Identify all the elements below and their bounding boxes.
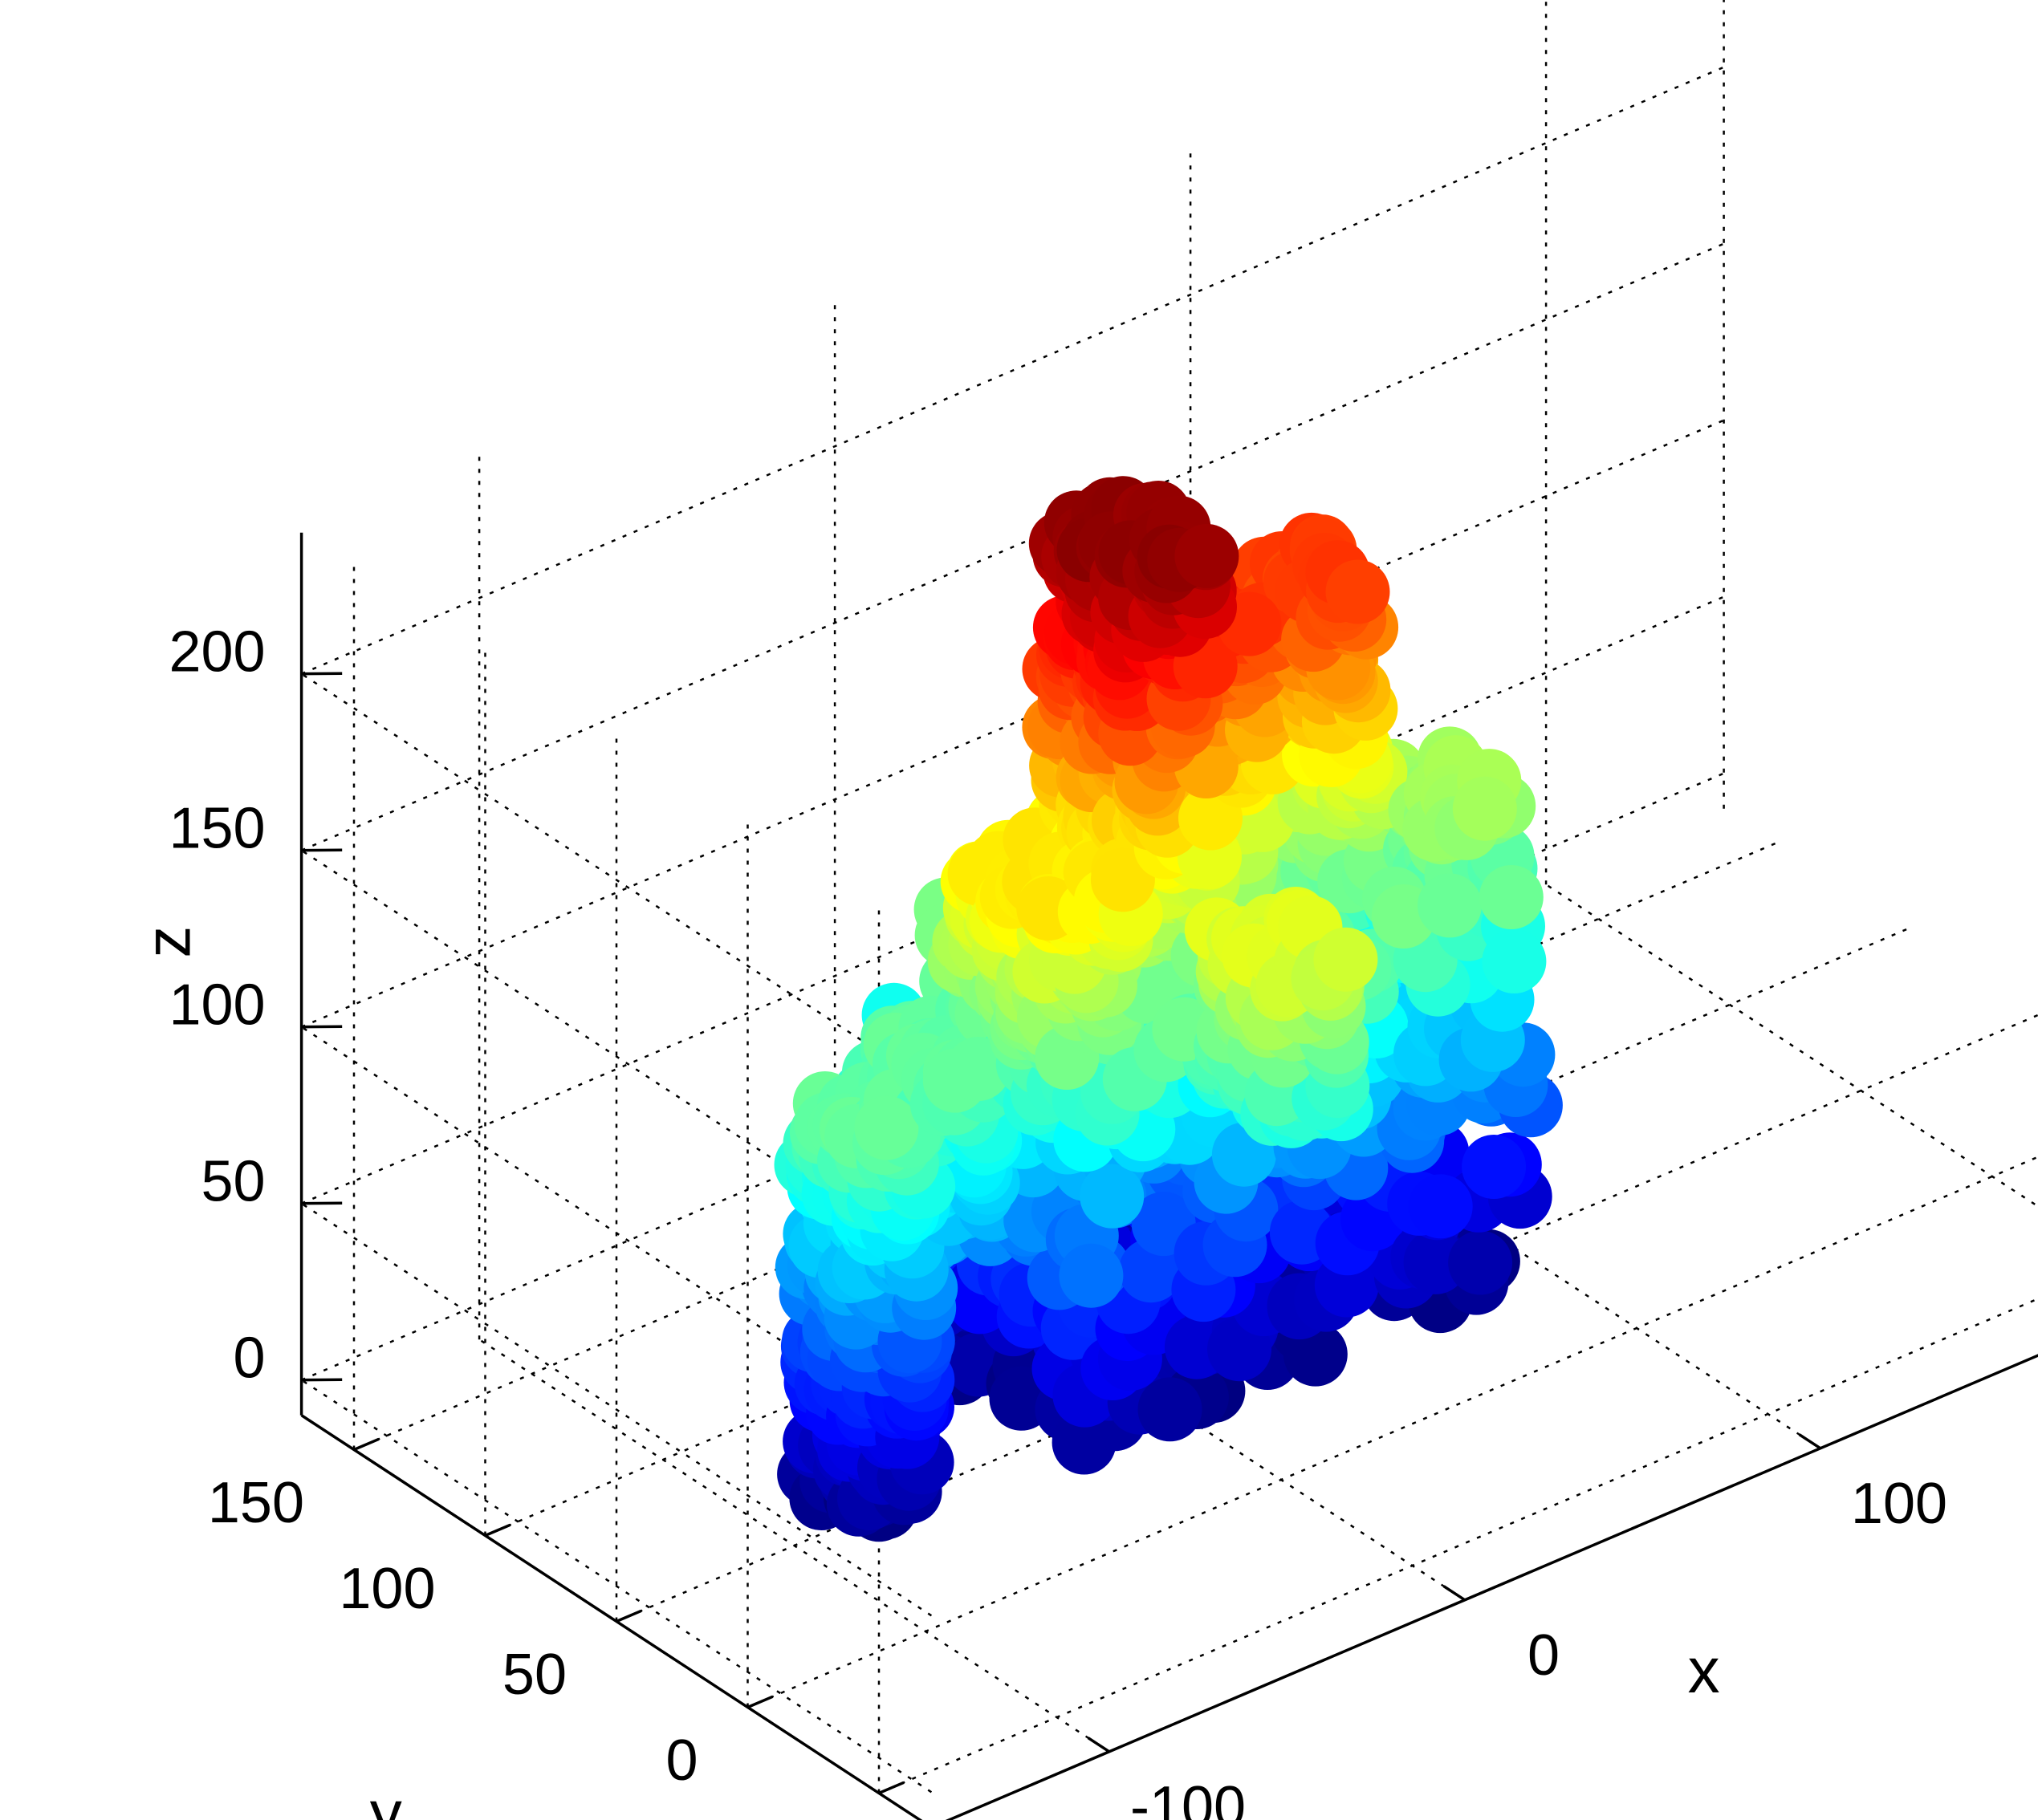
data-point xyxy=(1174,523,1239,588)
grid-line-z-back xyxy=(301,66,1725,675)
z-tick-label: 50 xyxy=(201,1150,266,1214)
data-point xyxy=(1479,865,1544,929)
x-axis-line xyxy=(945,1354,2038,1820)
y-tick-label: 0 xyxy=(665,1729,698,1793)
data-point xyxy=(1313,927,1378,992)
data-point xyxy=(1325,559,1390,624)
grid-line-z-back xyxy=(301,242,1725,851)
x-tick xyxy=(1798,1433,1821,1450)
axes xyxy=(299,532,2038,1820)
z-tick-label: 100 xyxy=(169,973,265,1038)
data-point xyxy=(1080,1164,1145,1229)
grid-line-z-side xyxy=(300,672,933,1087)
data-point xyxy=(1403,1229,1468,1294)
x-tick xyxy=(1442,1585,1466,1602)
data-point xyxy=(1448,1230,1513,1295)
data-point xyxy=(854,1095,919,1160)
grid-line-z-side xyxy=(300,1026,933,1440)
y-tick-label: 150 xyxy=(208,1471,304,1535)
grid-line-y-floor xyxy=(878,1298,2038,1794)
data-point xyxy=(1452,776,1517,841)
z-tick-label: 200 xyxy=(169,620,265,685)
y-tick xyxy=(878,1781,905,1795)
data-points xyxy=(774,476,1563,1542)
grid-line-z-side xyxy=(300,1202,933,1617)
z-axis-label: z xyxy=(132,926,204,958)
x-tick-label: 100 xyxy=(1851,1472,1947,1536)
data-point xyxy=(1482,929,1547,993)
y-tick-label: 100 xyxy=(339,1557,435,1621)
y-tick xyxy=(746,1695,774,1709)
x-tick-label: 0 xyxy=(1527,1623,1560,1688)
grid-line-z-side xyxy=(300,849,933,1264)
x-tick-label: -100 xyxy=(1130,1775,1246,1820)
grid-line-y-floor xyxy=(747,1156,2038,1708)
data-point xyxy=(1059,1243,1124,1308)
y-tick xyxy=(484,1523,511,1538)
z-tick-label: 150 xyxy=(169,797,265,861)
y-tick xyxy=(616,1609,642,1623)
z-tick-label: 0 xyxy=(234,1326,266,1391)
grid-line-x-floor xyxy=(1545,884,2038,1208)
x-tick xyxy=(1087,1737,1110,1753)
data-point xyxy=(1137,1377,1202,1442)
y-axis-label: y xyxy=(370,1777,402,1820)
x-axis-label: x xyxy=(1688,1635,1720,1706)
axis-labels: -1000100200-50050100150050100150200xyz xyxy=(132,620,1947,1820)
y-tick xyxy=(353,1437,380,1452)
data-point xyxy=(1418,873,1482,938)
grid-line-z-side xyxy=(300,1379,933,1794)
y-tick-label: -50 xyxy=(746,1814,829,1820)
data-point xyxy=(1462,1135,1527,1199)
data-point xyxy=(1408,1174,1473,1239)
grid-line-z-back xyxy=(301,419,1725,1028)
y-tick-label: 50 xyxy=(502,1643,567,1707)
